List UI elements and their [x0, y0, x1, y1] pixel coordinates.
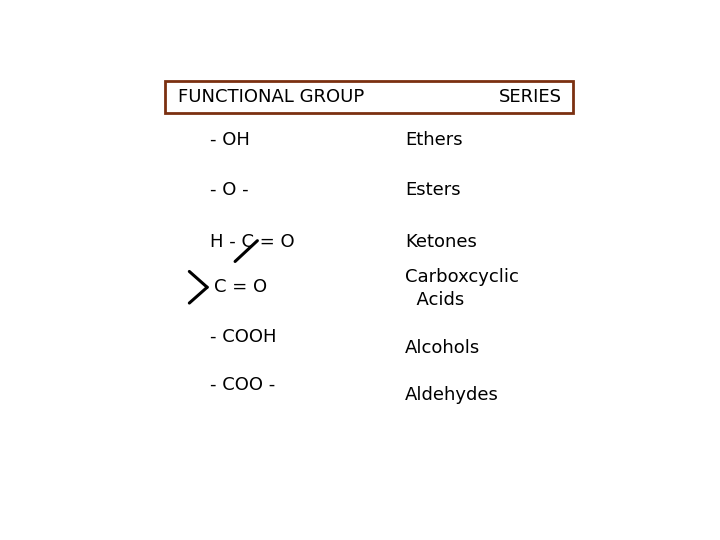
Text: Carboxcyclic: Carboxcyclic	[405, 268, 519, 286]
Text: C = O: C = O	[215, 278, 268, 296]
Text: H - C = O: H - C = O	[210, 233, 294, 251]
Text: Esters: Esters	[405, 180, 461, 199]
Text: - OH: - OH	[210, 131, 250, 149]
Text: - COO -: - COO -	[210, 376, 275, 394]
Text: Alcohols: Alcohols	[405, 339, 480, 356]
FancyBboxPatch shape	[166, 82, 572, 113]
Text: - COOH: - COOH	[210, 328, 276, 346]
Text: FUNCTIONAL GROUP: FUNCTIONAL GROUP	[178, 88, 364, 106]
Text: Ethers: Ethers	[405, 131, 463, 149]
Text: Aldehydes: Aldehydes	[405, 386, 499, 404]
Text: - O -: - O -	[210, 180, 248, 199]
Text: Acids: Acids	[405, 291, 464, 309]
Text: Ketones: Ketones	[405, 233, 477, 251]
Text: SERIES: SERIES	[498, 88, 562, 106]
